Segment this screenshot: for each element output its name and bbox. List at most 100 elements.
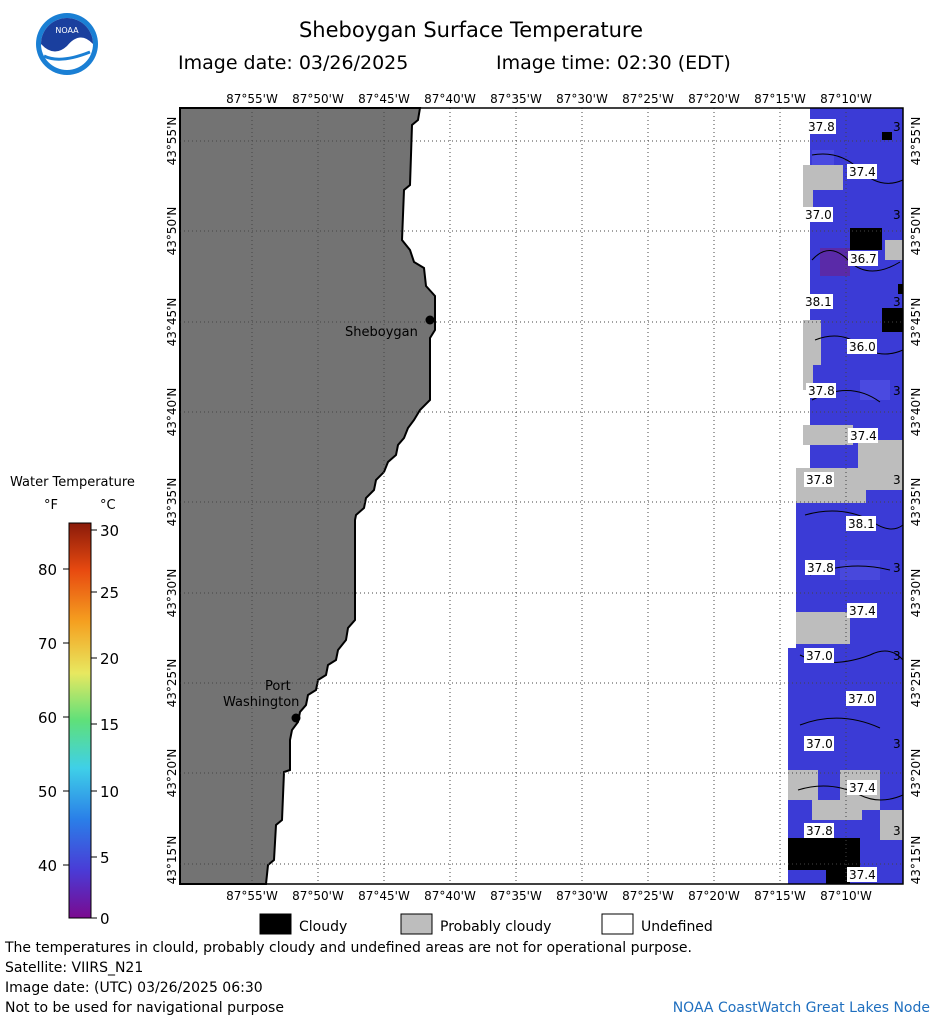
lon-label: 87°45'W [358,92,410,106]
contour-label: 37.4 [847,780,877,795]
map-title: Sheboygan Surface Temperature [298,18,644,42]
lon-label-bottom: 87°55'W [226,889,278,903]
colorbar-title: Water Temperature [10,475,135,490]
lon-label-bottom: 87°10'W [820,889,872,903]
lon-label-bottom: 87°15'W [754,889,806,903]
lat-label: 43°55'N [165,117,179,166]
contour-label: 37.4 [847,603,877,618]
colorbar-f-tick: 70 [38,635,57,653]
disclaimer-text: The temperatures in clould, probably clo… [5,940,692,956]
contour-label-edge: 3 [893,824,901,838]
legend-label-cloudy: Cloudy [299,919,348,935]
lat-label: 43°20'N [165,749,179,798]
lat-label-right: 43°20'N [909,749,923,798]
lon-label-bottom: 87°50'W [292,889,344,903]
lon-label-bottom: 87°40'W [424,889,476,903]
lat-lon-grid [180,108,903,884]
lon-label-bottom: 87°25'W [622,889,674,903]
svg-text:37.0: 37.0 [806,649,833,663]
city-marker-port-washington [291,713,301,723]
svg-text:37.0: 37.0 [848,692,875,706]
svg-text:37.0: 37.0 [805,208,832,222]
svg-text:37.4: 37.4 [850,429,877,443]
noaa-logo-text: NOAA [55,26,79,35]
lat-label-right: 43°45'N [909,298,923,347]
legend-label-undefined: Undefined [641,919,713,935]
legend-swatch-undefined [601,913,634,935]
lon-label-bottom: 87°35'W [490,889,542,903]
legend-swatch-probably-cloudy [400,913,433,935]
colorbar-f-tick: 80 [38,561,57,579]
legend-label-probably-cloudy: Probably cloudy [440,919,552,935]
contour-label: 37.4 [847,164,877,179]
colorbar-c-tick: 15 [100,716,119,734]
contour-label: 37.4 [847,867,877,882]
contour-label: 37.0 [846,691,876,706]
lon-label: 87°10'W [820,92,872,106]
svg-text:37.0: 37.0 [806,737,833,751]
colorbar-f-tick: 40 [38,857,57,875]
contour-label: 37.8 [806,119,836,134]
image-time: Image time: 02:30 (EDT) [496,52,731,74]
svg-text:37.8: 37.8 [808,120,835,134]
colorbar [68,522,92,919]
contour-label-edge: 3 [893,120,901,134]
svg-text:37.4: 37.4 [849,781,876,795]
svg-text:37.8: 37.8 [808,384,835,398]
cloudy-patches [788,132,903,884]
city-label-washington: Washington [223,695,299,710]
contour-label: 37.8 [804,472,834,487]
navigation-warning: Not to be used for navigational purpose [5,1000,284,1016]
image-date: Image date: 03/26/2025 [178,52,409,74]
colorbar-c-tick: 10 [100,783,119,801]
contour-label: 36.0 [847,339,877,354]
lon-label: 87°55'W [226,92,278,106]
lon-label: 87°40'W [424,92,476,106]
lon-label: 87°15'W [754,92,806,106]
svg-text:36.0: 36.0 [849,340,876,354]
contour-label: 37.0 [804,648,834,663]
lat-label: 43°25'N [165,659,179,708]
city-label-port: Port [265,679,291,694]
contour-label-edge: 3 [893,208,901,222]
contour-label: 38.1 [846,516,876,531]
contour-label-edge: 3 [893,649,901,663]
contour-label: 37.0 [803,207,833,222]
lat-label: 43°30'N [165,569,179,618]
colorbar-c-tick: 25 [100,584,119,602]
lon-label: 87°25'W [622,92,674,106]
colorbar-unit-c: °C [100,498,116,513]
lon-label: 87°20'W [688,92,740,106]
legend-swatch-cloudy [259,913,292,935]
svg-text:36.7: 36.7 [850,252,877,266]
city-marker-sheboygan [425,315,435,325]
svg-text:38.1: 38.1 [848,517,875,531]
contour-label: 36.7 [848,251,878,266]
colorbar-unit-f: °F [44,498,58,513]
colorbar-f-tick: 50 [38,783,57,801]
svg-text:37.8: 37.8 [807,561,834,575]
svg-text:38.1: 38.1 [805,295,832,309]
lon-label: 87°30'W [556,92,608,106]
contour-label: 37.8 [806,383,836,398]
svg-text:37.4: 37.4 [849,165,876,179]
lon-label: 87°35'W [490,92,542,106]
contour-label-edge: 3 [893,737,901,751]
lat-label: 43°50'N [165,207,179,256]
contour-label: 37.8 [804,823,834,838]
contour-label: 37.8 [805,560,835,575]
land-wisconsin [179,107,436,885]
satellite-text: Satellite: VIIRS_N21 [5,960,144,976]
lon-label-bottom: 87°30'W [556,889,608,903]
contour-label-edge: 3 [893,473,901,487]
contour-label-edge: 3 [893,384,901,398]
svg-text:37.8: 37.8 [806,473,833,487]
credit-text: NOAA CoastWatch Great Lakes Node [672,1000,930,1016]
noaa-logo-icon [36,13,98,75]
lat-label-right: 43°25'N [909,659,923,708]
colorbar-f-tick: 60 [38,709,57,727]
contour-label: 38.1 [803,294,833,309]
contour-label: 37.4 [848,428,878,443]
colorbar-c-tick: 5 [100,849,110,867]
svg-text:37.4: 37.4 [849,604,876,618]
